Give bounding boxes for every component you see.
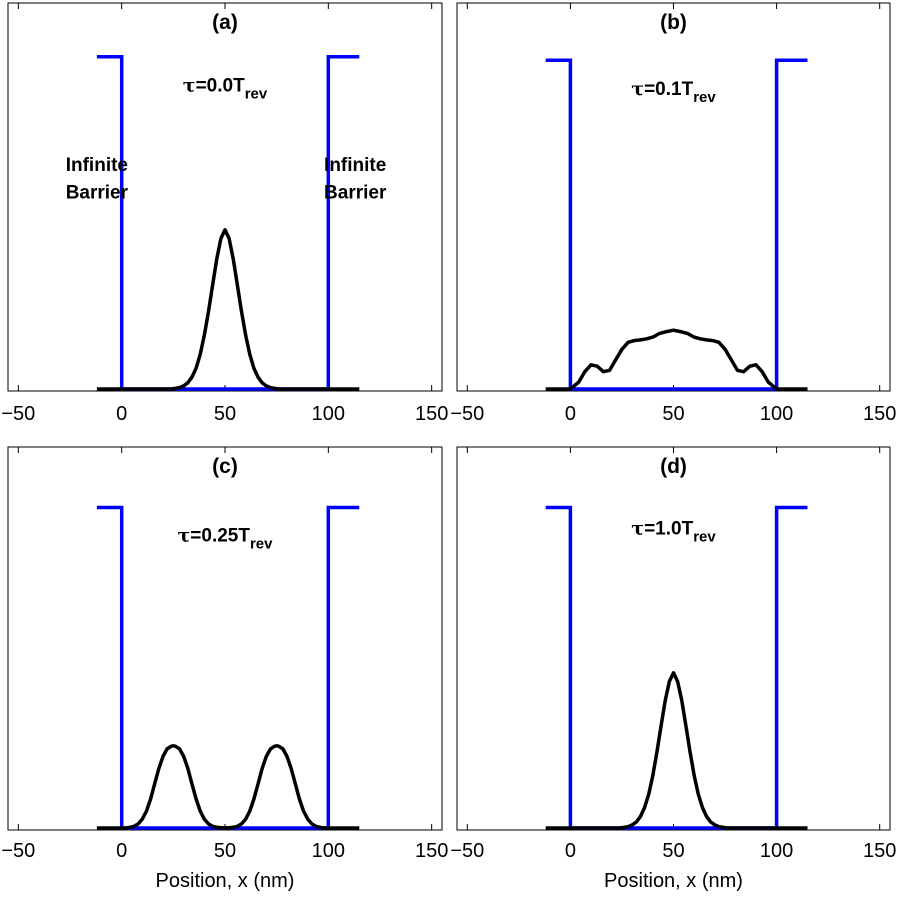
panel-a-annotation-2: Infinite [324,155,386,176]
panel-a-tau-symbol: τ [183,74,196,96]
panel-b-tau-value: =0.1T [644,79,694,100]
panel-d-axes-frame [456,446,891,831]
panel-b-xtick-label-3: 100 [760,403,793,425]
panel-a-xtick-label-1: 0 [116,403,127,425]
panel-d-tau-subscript: rev [693,529,716,546]
panel-c-xtick-label-3: 100 [312,840,345,862]
panel-c-xtick-label-4: 150 [415,840,448,862]
panel-b-xtick-label-0: −50 [450,403,484,425]
panel-a-tau-value: =0.0T [196,75,246,96]
panel-c-xlabel: Position, x (nm) [156,870,295,892]
panel-d-barrier-line [545,505,808,830]
panel-c-tau-subscript: rev [250,536,273,553]
panel-d-xtick-label-2: 50 [662,840,684,862]
panel-a-xtick-label-0: −50 [1,403,35,425]
panel-c-xtick-label-0: −50 [1,840,35,862]
panel-c-axes-frame [7,446,443,831]
panel-a-annotation-1: Barrier [66,183,129,204]
panel-d-xlabel: Position, x (nm) [604,870,743,892]
panel-c-tau-label: τ=0.25Trev [177,525,273,553]
panel-a-tau-label: τ=0.0Trev [183,74,268,102]
panel-a-annotation-0: Infinite [66,155,128,176]
panel-b: −50 0 50 100 150 (b) τ=0.1Trev [450,2,896,425]
panel-d-xtick-label-1: 0 [565,840,576,862]
panel-d-tau-value: =1.0T [644,519,694,540]
panel-b-xtick-label-2: 50 [662,403,684,425]
panel-b-xtick-label-1: 0 [565,403,576,425]
panel-a-xtick-label-2: 50 [214,403,236,425]
panel-a-title: (a) [212,11,238,34]
panel-d: −50 0 50 100 150 (d) τ=1.0Trev Position, x (nm) [450,446,896,892]
panel-b-tau-label: τ=0.1Trev [631,78,716,106]
panel-b-axes-frame [456,2,891,392]
panel-c-tau-symbol: τ [177,525,190,547]
panel-b-tau-subscript: rev [693,89,716,106]
panel-d-xtick-label-3: 100 [760,840,793,862]
panel-b-wavepacket-line [545,328,808,391]
panel-c: −50 0 50 100 150 (c) τ=0.25Trev Position, x (nm… [1,446,448,892]
panel-b-title: (b) [660,11,687,34]
panel-b-xtick-label-4: 150 [863,403,896,425]
panel-a-barrier-line [96,55,360,391]
panel-d-xtick-label-0: −50 [450,840,484,862]
panel-c-title: (c) [212,455,238,478]
panel-d-title: (d) [660,455,687,478]
panel-d-xtick-label-4: 150 [863,840,896,862]
panel-c-wavepacket-line [96,744,360,830]
panel-b-tau-symbol: τ [631,78,644,100]
panel-c-xtick-label-1: 0 [116,840,127,862]
panel-a-annotation-3: Barrier [324,183,387,204]
panel-a-xtick-label-3: 100 [312,403,345,425]
panel-d-tau-label: τ=1.0Trev [631,518,716,546]
panel-a: −50 0 50 100 150 (a) Infinite Barrier Infinite Ba… [1,2,448,425]
panel-b-barrier-line [545,58,808,391]
panel-d-wavepacket-line [545,671,808,830]
panel-a-wavepacket-line [96,228,360,391]
panel-a-tau-subscript: rev [245,85,268,102]
panel-d-tau-symbol: τ [631,518,644,540]
panel-a-axes-frame [7,2,443,392]
panel-c-xtick-label-2: 50 [214,840,236,862]
panel-c-tau-value: =0.25T [190,526,250,547]
panel-a-xtick-label-4: 150 [415,403,448,425]
